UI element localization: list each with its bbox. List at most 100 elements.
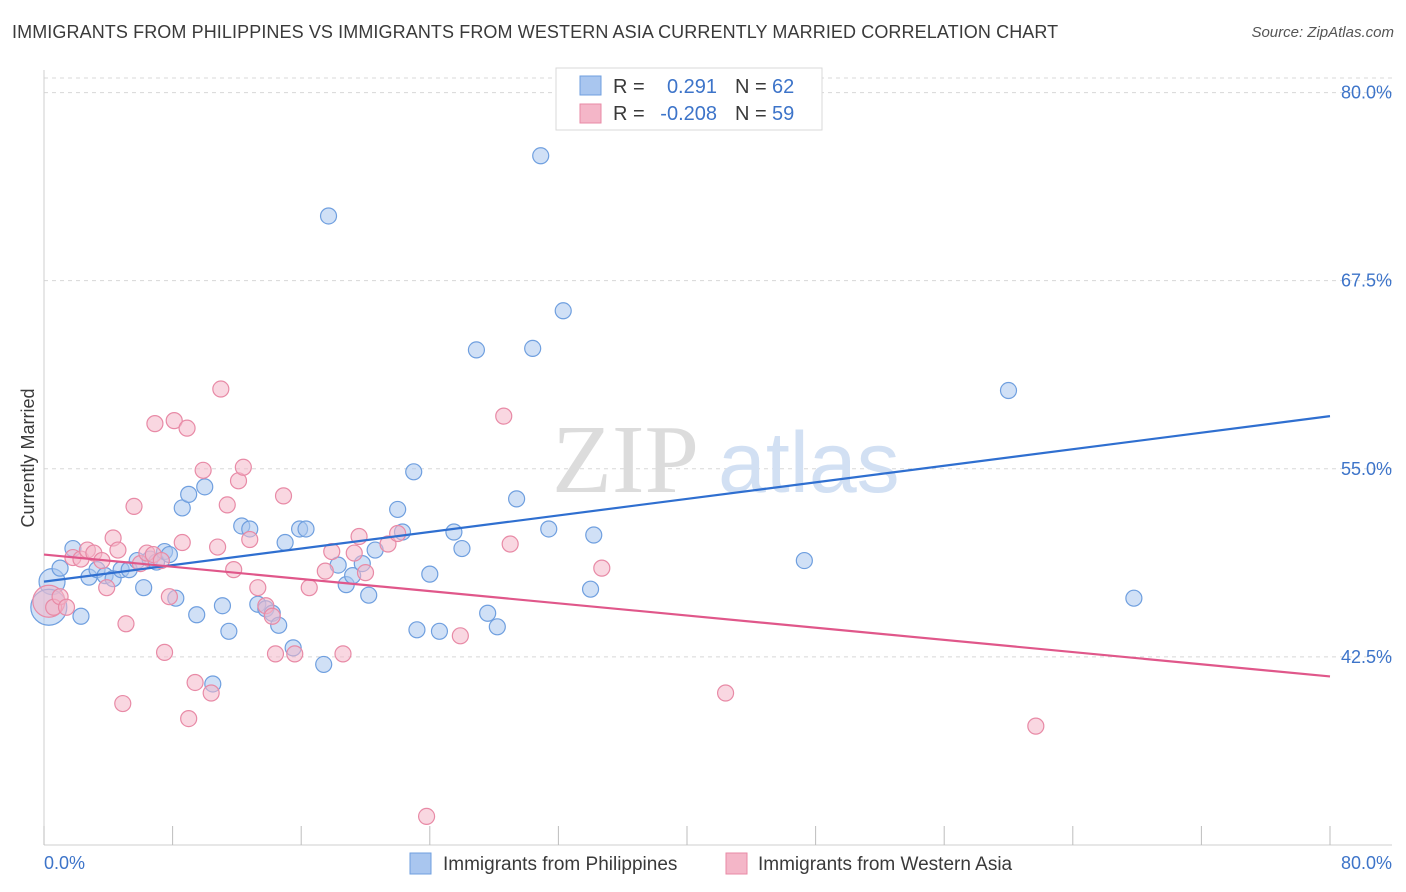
point-philippines (508, 490, 526, 508)
chart-title: IMMIGRANTS FROM PHILIPPINES VS IMMIGRANT… (12, 22, 1059, 42)
point-philippines (479, 604, 497, 622)
y-tick-label-0: 80.0% (1341, 83, 1392, 103)
x-ticks (43, 826, 1331, 845)
point-western-asia (173, 533, 191, 552)
point-philippines (135, 579, 153, 597)
y-tick-labels: 80.0% 67.5% 55.0% 42.5% (1341, 83, 1392, 667)
bottom-legend: Immigrants from Philippines Immigrants f… (409, 852, 1013, 875)
watermark-zip: ZIP (552, 406, 699, 514)
watermark-atlas: atlas (718, 415, 900, 511)
point-western-asia (389, 524, 407, 543)
legend-n-label-1: N = (735, 76, 767, 98)
bottom-legend-swatch-western-asia (725, 852, 748, 875)
point-western-asia (241, 530, 259, 549)
series-western-asia-points (32, 380, 1045, 826)
legend-swatch-philippines (579, 75, 602, 96)
legend-swatch-western-asia (579, 103, 602, 124)
y-tick-label-2: 55.0% (1341, 459, 1392, 479)
x-tick-label-max: 80.0% (1341, 853, 1392, 873)
point-western-asia (501, 535, 519, 553)
grid-lines (44, 77, 1392, 658)
legend-r-value-1: 0.291 (667, 76, 717, 98)
point-western-asia (266, 645, 285, 663)
point-western-asia (334, 645, 352, 663)
point-western-asia (98, 579, 116, 597)
point-philippines (72, 607, 90, 625)
trendline-western-asia (43, 553, 1331, 678)
point-western-asia (593, 559, 611, 577)
point-philippines (276, 533, 294, 552)
legend-r-label-1: R = (613, 76, 645, 98)
y-tick-label-1: 67.5% (1341, 271, 1392, 291)
point-western-asia (57, 598, 76, 616)
point-western-asia (451, 627, 469, 645)
bottom-legend-label-western-asia: Immigrants from Western Asia (758, 854, 1013, 875)
point-philippines (315, 655, 333, 674)
point-philippines (360, 586, 378, 604)
point-western-asia (218, 496, 236, 514)
bottom-legend-label-philippines: Immigrants from Philippines (443, 854, 677, 875)
point-western-asia (165, 412, 183, 430)
point-philippines (430, 622, 449, 640)
point-philippines (540, 520, 558, 538)
legend-n-value-1: 62 (772, 76, 794, 98)
legend-r-label-2: R = (613, 103, 645, 125)
point-philippines (1125, 589, 1143, 607)
point-western-asia (114, 694, 132, 713)
point-philippines (581, 580, 600, 598)
top-legend: R = 0.291 N = 62 R = -0.208 N = 59 (555, 67, 823, 131)
point-western-asia (209, 538, 227, 556)
point-western-asia (495, 407, 513, 425)
point-philippines (319, 207, 338, 225)
point-philippines (999, 381, 1018, 400)
point-philippines (408, 621, 426, 639)
point-philippines (188, 606, 206, 624)
point-western-asia (117, 615, 135, 633)
point-western-asia (202, 684, 220, 702)
point-philippines (467, 341, 486, 359)
point-western-asia (417, 807, 436, 826)
point-western-asia (286, 645, 304, 663)
point-western-asia (274, 487, 293, 505)
point-philippines (453, 539, 471, 558)
point-western-asia (356, 564, 375, 582)
point-philippines (297, 520, 315, 538)
point-western-asia (1027, 717, 1045, 735)
point-philippines (180, 485, 198, 503)
y-axis-label: Currently Married (18, 388, 38, 527)
point-philippines (389, 500, 407, 519)
legend-n-value-2: 59 (772, 103, 794, 125)
point-philippines (524, 339, 542, 357)
trend-lines (43, 415, 1331, 678)
point-philippines (488, 618, 506, 636)
bottom-legend-swatch-philippines (409, 852, 432, 875)
point-philippines (196, 478, 214, 496)
point-western-asia (160, 588, 178, 606)
point-western-asia (225, 561, 243, 579)
legend-n-label-2: N = (735, 103, 767, 125)
point-western-asia (212, 380, 230, 398)
point-philippines (405, 463, 423, 481)
trendline-philippines (43, 415, 1331, 583)
point-philippines (220, 622, 238, 640)
point-philippines (51, 559, 69, 577)
point-philippines (532, 147, 550, 165)
axes (43, 70, 1392, 846)
point-philippines (445, 523, 463, 541)
point-western-asia (146, 415, 164, 433)
point-western-asia (716, 684, 735, 702)
watermark: ZIP atlas (552, 406, 900, 514)
point-western-asia (300, 579, 318, 597)
point-western-asia (263, 607, 281, 625)
point-western-asia (186, 673, 204, 692)
point-western-asia (249, 579, 267, 597)
chart-source: Source: ZipAtlas.com (1251, 24, 1394, 41)
point-philippines (421, 565, 439, 583)
point-philippines (795, 551, 813, 570)
point-western-asia (234, 458, 252, 476)
x-tick-label-min: 0.0% (44, 853, 85, 873)
legend-r-value-2: -0.208 (660, 103, 717, 125)
point-western-asia (180, 709, 198, 728)
point-western-asia (109, 541, 127, 559)
